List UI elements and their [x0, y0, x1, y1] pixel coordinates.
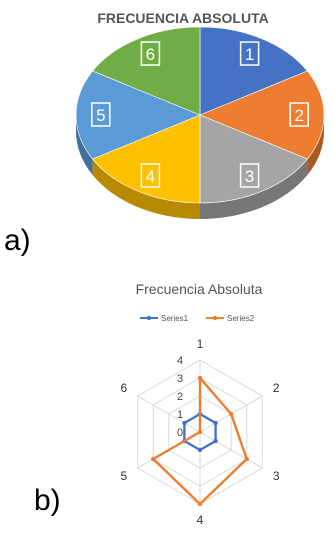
pie-side-5 [76, 115, 93, 175]
radar-point-Series2-3 [244, 456, 249, 462]
radar-point-Series2-4 [197, 501, 203, 507]
pie-slice-4 [92, 114, 201, 204]
radar-chart: Frecuencia Absoluta Series1 Series2 0 1 2 3 4… [120, 281, 279, 527]
radar-tick-2: 2 [177, 391, 183, 403]
pie-label-box-2 [289, 102, 309, 127]
pie-label-box-5 [91, 102, 111, 127]
legend-marker-Series1 [146, 315, 152, 321]
radar-point-Series1-4 [197, 447, 203, 453]
pie-slice-2 [199, 70, 325, 160]
radar-tick-0: 0 [177, 427, 183, 439]
pie-label-box-1 [239, 41, 260, 66]
radar-tick-4: 4 [177, 355, 183, 367]
radar-tick-labels: 0 1 2 3 4 [177, 355, 183, 439]
pie-label-4: 4 [146, 167, 155, 186]
pie-side-2 [307, 115, 324, 175]
pie-slice-3 [199, 114, 308, 204]
pie-label-2: 2 [294, 106, 303, 125]
radar-spoke-3 [199, 431, 263, 469]
radar-tick-3: 3 [177, 373, 183, 385]
radar-legend: Series1 Series2 [140, 314, 255, 323]
pie-slice-1 [199, 26, 308, 116]
radar-axis-label-3: 3 [273, 469, 280, 483]
radar-point-Series1-3 [213, 438, 218, 444]
radar-point-Series1-6 [182, 420, 187, 426]
radar-tick-1: 1 [177, 409, 183, 421]
panel-label-a: a) [4, 224, 31, 257]
pie-sides [76, 115, 324, 219]
pie-label-3: 3 [245, 167, 254, 186]
pie-slice-5 [75, 70, 201, 160]
radar-axis-label-5: 5 [120, 469, 127, 483]
pie-label-6: 6 [146, 45, 155, 64]
radar-axis-label-4: 4 [197, 513, 204, 527]
radar-point-Series2-2 [228, 411, 234, 417]
radar-point-Series2-6 [197, 429, 203, 435]
radar-spoke-6 [137, 395, 201, 433]
pie-chart: FRECUENCIA ABSOLUTA 1 2 3 4 5 6 [75, 10, 325, 219]
radar-axis-label-6: 6 [120, 381, 127, 395]
pie-slice-labels: 1 2 3 4 5 6 [91, 41, 309, 188]
pie-label-box-3 [239, 163, 260, 188]
radar-series [151, 375, 249, 507]
radar-title: Frecuencia Absoluta [136, 281, 263, 297]
radar-axis-labels: 1 2 3 4 5 6 [120, 337, 279, 527]
pie-side-3 [200, 159, 308, 219]
radar-axis-label-2: 2 [273, 381, 280, 395]
legend-label-Series1: Series1 [161, 314, 189, 323]
radar-point-Series1-2 [213, 420, 218, 426]
pie-slice-6 [92, 26, 201, 116]
legend-marker-Series2 [212, 315, 218, 321]
panel-label-b: b) [34, 484, 61, 517]
pie-title: FRECUENCIA ABSOLUTA [97, 10, 268, 26]
pie-label-box-4 [140, 163, 161, 188]
radar-point-Series2-5 [151, 456, 156, 462]
radar-axis-label-1: 1 [197, 337, 204, 351]
pie-slices [75, 26, 325, 204]
legend-label-Series2: Series2 [227, 314, 255, 323]
pie-side-4 [92, 159, 200, 219]
pie-label-box-6 [140, 41, 161, 66]
pie-label-5: 5 [96, 106, 105, 125]
pie-label-1: 1 [245, 45, 254, 64]
radar-point-Series2-1 [197, 375, 203, 381]
